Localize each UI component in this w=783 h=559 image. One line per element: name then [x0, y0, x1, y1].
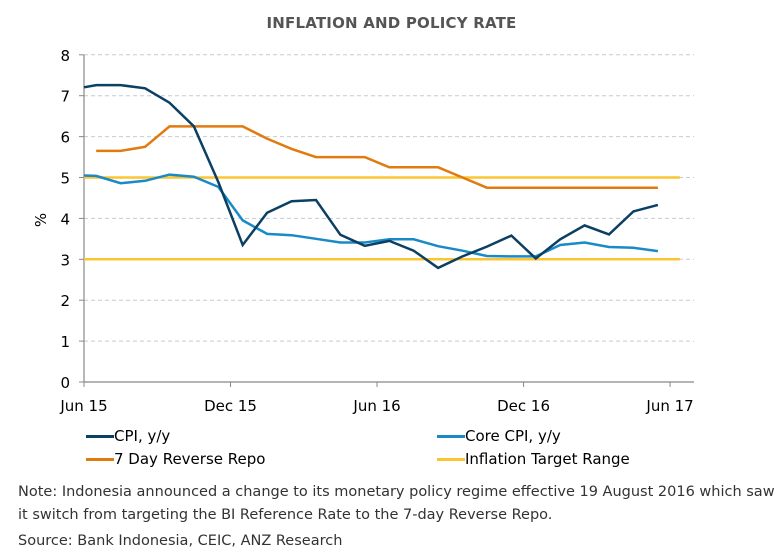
- chart-title: INFLATION AND POLICY RATE: [266, 14, 517, 32]
- axes: [79, 54, 694, 387]
- legend-label-target-range: Inflation Target Range: [465, 450, 630, 468]
- chart-source: Source: Bank Indonesia, CEIC, ANZ Resear…: [18, 533, 343, 549]
- y-tick-label: 6: [60, 129, 70, 147]
- core-cpi-y-y-line: [83, 173, 659, 258]
- x-tick-label: Jun 17: [645, 397, 693, 415]
- chart-note: Note: Indonesia announced a change to it…: [18, 484, 775, 523]
- series-lines: [83, 83, 680, 270]
- legend-item-target-range: Inflation Target Range: [437, 450, 630, 468]
- y-tick-label: 0: [60, 374, 70, 392]
- y-axis-label: %: [32, 213, 50, 227]
- x-tick-label: Dec 15: [204, 397, 257, 415]
- y-tick-label: 4: [60, 210, 70, 228]
- x-tick-label: Jun 15: [59, 397, 107, 415]
- legend-label-cpi: CPI, y/y: [114, 427, 171, 445]
- legend-swatch-core-cpi: [437, 434, 465, 438]
- legend-item-core-cpi: Core CPI, y/y: [437, 427, 561, 445]
- y-tick-label: 2: [60, 292, 70, 310]
- legend-swatch-cpi: [86, 434, 114, 438]
- y-tick-label: 7: [60, 88, 70, 106]
- legend-item-reverse-repo: 7 Day Reverse Repo: [86, 450, 265, 468]
- legend-label-core-cpi: Core CPI, y/y: [465, 427, 561, 445]
- y-tick-label: 8: [60, 47, 70, 65]
- y-tick-labels: 0 1 2 3 4 5 6 7 8: [60, 47, 70, 392]
- legend-label-reverse-repo: 7 Day Reverse Repo: [114, 450, 266, 468]
- x-tick-label: Dec 16: [497, 397, 550, 415]
- y-tick-label: 5: [60, 170, 70, 188]
- 7-day-reverse-repo-line: [96, 125, 658, 189]
- legend-item-cpi: CPI, y/y: [86, 427, 170, 445]
- y-tick-label: 1: [60, 333, 70, 351]
- x-tick-label: Jun 16: [352, 397, 400, 415]
- x-tick-labels: Jun 15 Dec 15 Jun 16 Dec 16 Jun 17: [59, 397, 693, 415]
- gridlines: [84, 54, 694, 342]
- legend-swatch-reverse-repo: [86, 457, 114, 461]
- legend-swatch-target-range: [437, 457, 465, 461]
- y-tick-label: 3: [60, 251, 70, 269]
- line-chart: 0 1 2 3 4 5 6 7 8 Jun 15 Dec 15 Jun 16 Dec 16 Jun 17…: [32, 47, 694, 415]
- cpi-y-y-line: [83, 83, 659, 270]
